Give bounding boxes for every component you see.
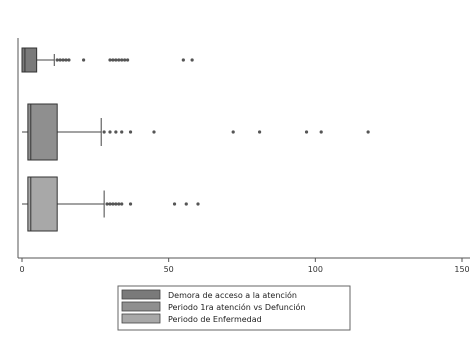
legend-swatch [121, 301, 161, 312]
outlier-point [58, 58, 62, 62]
outlier-point [64, 58, 68, 62]
outlier-point [128, 202, 133, 206]
legend-label: Demora de acceso a la atención [168, 290, 297, 300]
outlier-point [258, 130, 262, 134]
outlier-point [108, 202, 112, 206]
outlier-point [102, 130, 106, 134]
outlier-point [105, 202, 109, 206]
box-series [21, 47, 194, 73]
plot-area [21, 47, 370, 232]
box-series [22, 103, 370, 161]
x-tick-label: 100 [308, 265, 323, 274]
outlier-point [117, 58, 121, 62]
x-tick-label: 0 [19, 265, 24, 274]
outlier-point [120, 202, 124, 206]
outlier-point [120, 130, 124, 134]
outlier-point [67, 58, 71, 62]
legend-swatch [121, 313, 161, 324]
outlier-point [123, 58, 127, 62]
outlier-point [184, 202, 188, 206]
outlier-point [120, 58, 124, 62]
x-axis: 0 50 100 150 [17, 38, 470, 274]
outlier-point [190, 58, 194, 62]
outlier-point [231, 130, 235, 134]
outlier-point [114, 130, 118, 134]
legend-label: Periodo de Enfermedad [168, 315, 262, 324]
outlier-point [108, 58, 112, 62]
outlier-point [114, 202, 118, 206]
x-tick-label: 150 [454, 265, 469, 274]
box-series [22, 176, 200, 232]
box-rect [21, 47, 38, 73]
outlier-point [108, 130, 112, 134]
outlier-point [126, 58, 130, 62]
outlier-point [304, 130, 309, 134]
box-rect [27, 103, 58, 161]
box-rect [27, 176, 58, 232]
outlier-point [181, 58, 185, 62]
legend-swatch [121, 289, 161, 300]
outlier-point [319, 130, 323, 134]
outlier-point [61, 58, 65, 62]
outlier-point [366, 130, 370, 134]
outlier-point [196, 202, 200, 206]
legend-label: Periodo 1ra atención vs Defunción [168, 302, 305, 312]
outlier-point [55, 58, 59, 62]
outlier-point [114, 58, 118, 62]
outlier-point [128, 130, 133, 134]
outlier-point [172, 202, 177, 206]
outlier-point [117, 202, 121, 206]
x-tick-label: 50 [164, 265, 174, 274]
outlier-point [111, 202, 115, 206]
outlier-point [82, 58, 86, 62]
outlier-point [111, 58, 115, 62]
legend: Demora de acceso a la atención Periodo 1r… [117, 285, 351, 331]
outlier-point [152, 130, 156, 134]
